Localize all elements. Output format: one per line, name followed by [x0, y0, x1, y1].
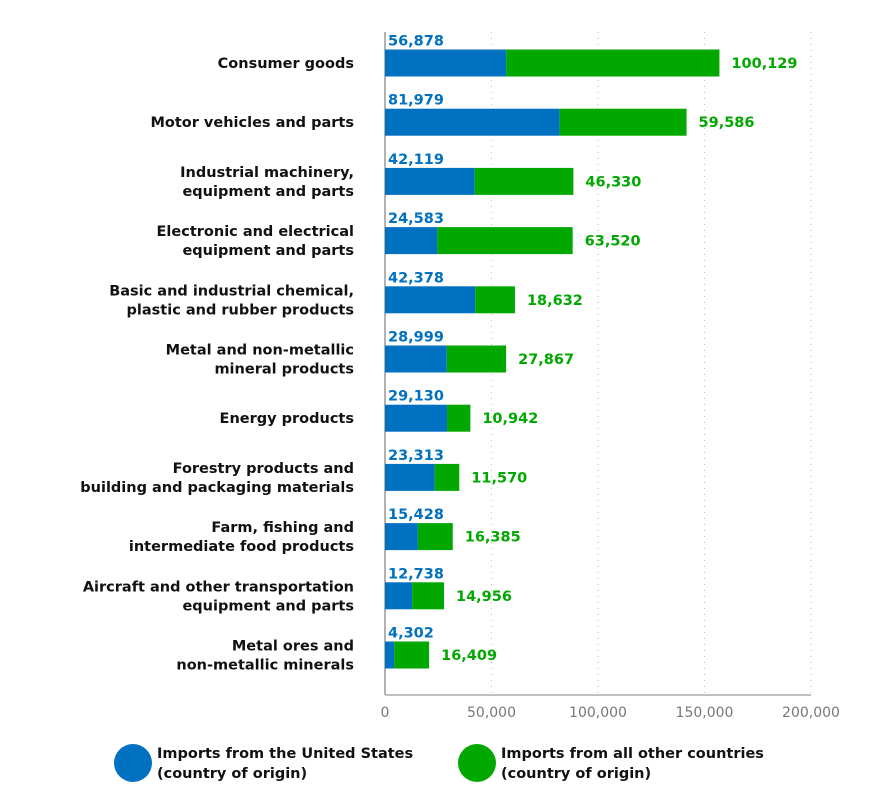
data-label-other: 63,520 [585, 234, 641, 250]
data-label-other: 18,632 [527, 293, 583, 309]
bar-other [417, 523, 453, 551]
bar-us [385, 641, 395, 669]
category-label: Energy products [220, 411, 354, 427]
bar-us [385, 463, 435, 491]
data-label-us: 24,583 [388, 211, 444, 227]
bar-us [385, 345, 447, 373]
category-label: Metal ores and non-metallic minerals [176, 639, 354, 674]
data-label-other: 27,867 [518, 352, 574, 368]
category-label: Industrial machinery, equipment and parts [180, 165, 354, 200]
bar-us [385, 582, 413, 610]
bar-other [474, 167, 574, 195]
bar-other [447, 404, 471, 432]
data-label-us: 56,878 [388, 34, 444, 50]
legend-label: (country of origin) [157, 766, 307, 782]
x-tick-label: 150,000 [676, 705, 734, 721]
bar-other [434, 463, 460, 491]
legend-label: (country of origin) [501, 766, 651, 782]
bar-other [506, 49, 720, 77]
data-label-us: 42,378 [388, 270, 444, 286]
legend-label: Imports from all other countries [501, 746, 764, 762]
bar-us [385, 523, 418, 551]
data-label-other: 16,385 [465, 530, 521, 546]
data-label-us: 12,738 [388, 566, 444, 582]
bar-other [412, 582, 444, 610]
category-label: Metal and non-metallic mineral products [166, 343, 354, 378]
legend-swatch [114, 744, 152, 782]
bar-us [385, 286, 476, 314]
bar-other [446, 345, 507, 373]
bar-us [385, 227, 438, 255]
data-label-us: 23,313 [388, 448, 444, 464]
category-label: Aircraft and other transportation equipme… [83, 579, 354, 614]
legend-label: Imports from the United States [157, 746, 413, 762]
category-label: Forestry products and building and packag… [80, 461, 354, 496]
data-label-other: 59,586 [699, 115, 755, 131]
data-label-us: 4,302 [388, 626, 434, 642]
data-label-us: 81,979 [388, 93, 444, 109]
x-tick-label: 100,000 [569, 705, 627, 721]
category-label: Consumer goods [218, 56, 354, 72]
data-label-other: 16,409 [441, 648, 497, 664]
bar-other [559, 108, 687, 136]
x-tick-label: 50,000 [467, 705, 516, 721]
category-label: Basic and industrial chemical, plastic an… [109, 283, 354, 318]
bar-us [385, 404, 448, 432]
data-label-other: 10,942 [482, 411, 538, 427]
category-label: Electronic and electrical equipment and p… [157, 224, 354, 259]
bar-other [475, 286, 515, 314]
legend-swatch [458, 744, 496, 782]
data-label-us: 15,428 [388, 507, 444, 523]
data-label-us: 28,999 [388, 330, 444, 346]
category-label: Farm, fishing and intermediate food produ… [129, 520, 354, 555]
bar-other [437, 227, 573, 255]
bar-us [385, 49, 507, 77]
x-tick-label: 0 [381, 705, 390, 721]
bar-us [385, 167, 475, 195]
data-label-other: 11,570 [471, 470, 527, 486]
data-label-us: 42,119 [388, 152, 444, 168]
bar-other [394, 641, 430, 669]
x-tick-label: 200,000 [782, 705, 840, 721]
category-label: Motor vehicles and parts [150, 115, 354, 131]
data-label-other: 14,956 [456, 589, 512, 605]
data-label-other: 46,330 [585, 174, 641, 190]
bar-us [385, 108, 560, 136]
data-label-other: 100,129 [731, 56, 797, 72]
data-label-us: 29,130 [388, 389, 444, 405]
